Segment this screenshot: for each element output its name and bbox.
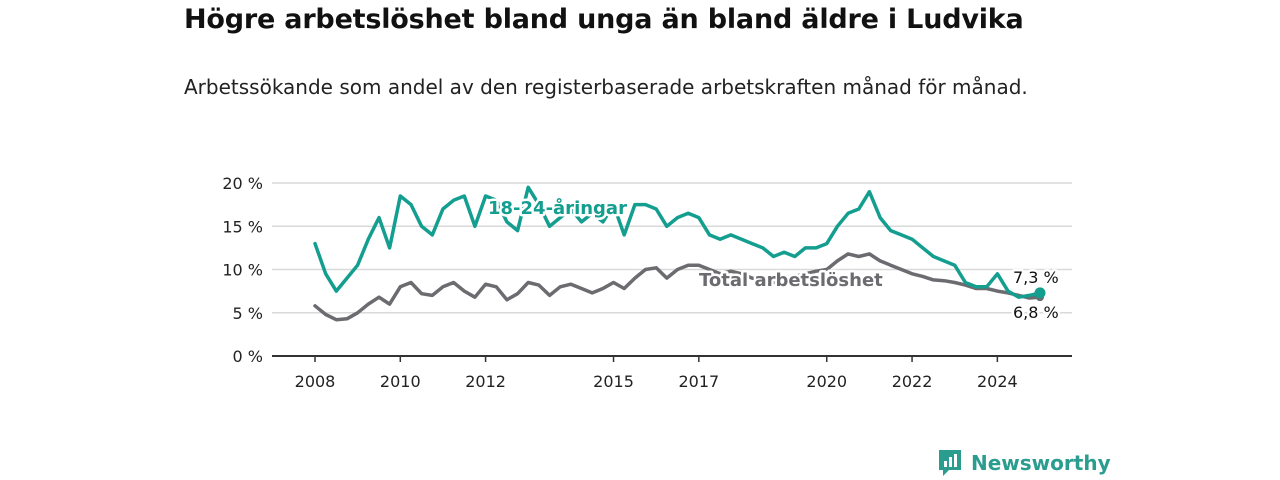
series-lines <box>313 185 1046 322</box>
brand-name: Newsworthy <box>971 451 1111 475</box>
chart-title: Högre arbetslöshet bland unga än bland ä… <box>184 4 1024 35</box>
x-tick-label: 2012 <box>465 372 506 391</box>
y-tick-label: 5 % <box>233 304 263 323</box>
y-tick-label: 20 % <box>222 174 263 193</box>
chart-subtitle: Arbetssökande som andel av den registerb… <box>184 75 1028 99</box>
series-line-total <box>313 252 1042 322</box>
series-labels: 18-24-åringar Total arbetslöshet 7,3 % 6,8 … <box>486 195 1062 325</box>
x-tick-label: 2010 <box>380 372 421 391</box>
end-value-total: 6,8 % <box>1013 303 1059 322</box>
end-point-youth <box>1034 287 1046 299</box>
newsworthy-logo-icon <box>939 450 961 476</box>
gridlines <box>272 182 1072 357</box>
x-tick-label: 2020 <box>806 372 847 391</box>
line-chart: 0 %5 %10 %15 %20 % 2008 2010 2012 2015 2017 2… <box>222 174 1072 391</box>
x-tick-label: 2015 <box>593 372 634 391</box>
series-label-youth: 18-24-åringar <box>488 197 627 219</box>
x-tick-label: 2024 <box>977 372 1018 391</box>
series-line-youth <box>313 185 1042 299</box>
y-tick-label: 10 % <box>222 261 263 280</box>
y-axis-ticks: 0 % 5 % 10 % 15 % 20 % <box>222 174 263 366</box>
y-tick-label: 0 % <box>233 347 263 366</box>
brand-logo: Newsworthy <box>937 448 1111 478</box>
x-tick-label: 2017 <box>678 372 719 391</box>
x-tick-label: 2022 <box>892 372 933 391</box>
end-value-youth: 7,3 % <box>1013 268 1059 287</box>
x-axis-ticks: 2008 2010 2012 2015 2017 2020 2022 2024 <box>295 356 1018 391</box>
x-tick-label: 2008 <box>295 372 336 391</box>
y-tick-label: 15 % <box>222 217 263 236</box>
series-label-total: Total arbetslöshet <box>699 270 883 291</box>
